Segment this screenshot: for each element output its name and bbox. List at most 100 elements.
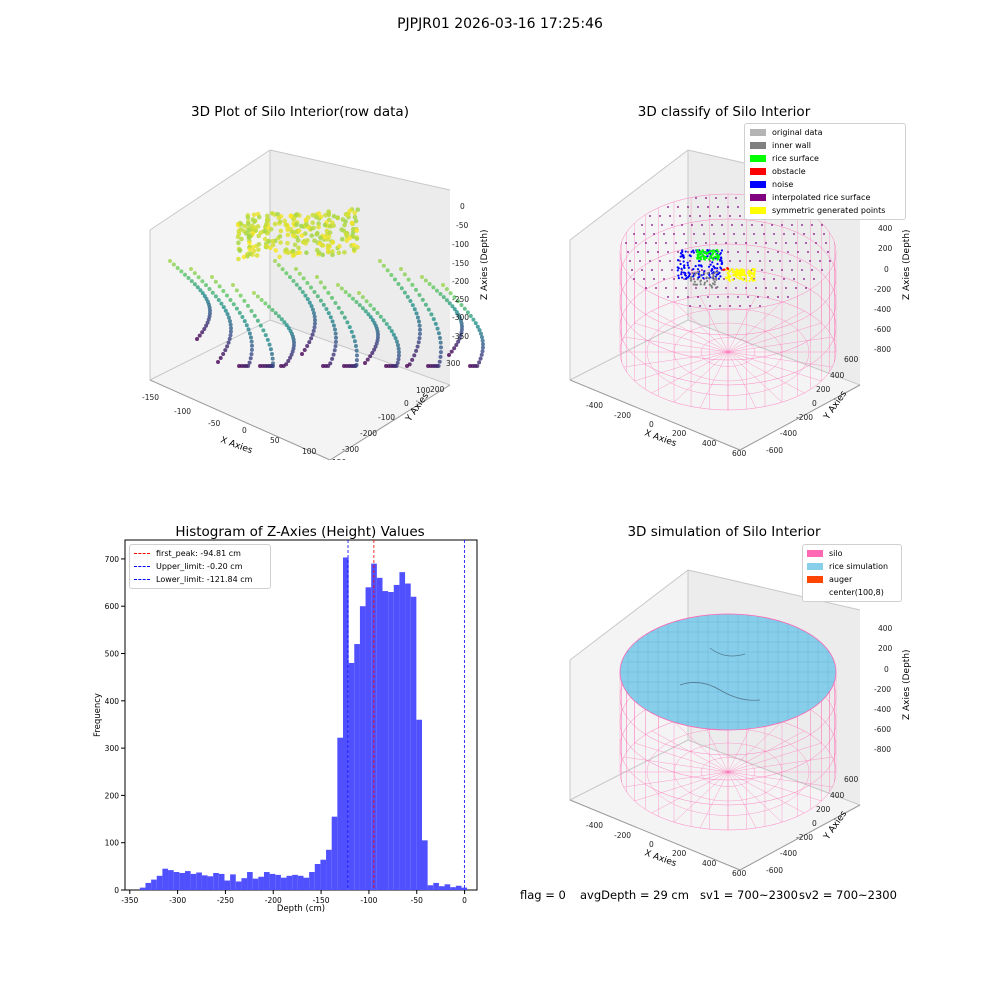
- histogram-bar: [292, 874, 298, 890]
- histogram-bar: [145, 882, 152, 890]
- avg-depth-text: avgDepth = 29 cm: [580, 888, 689, 902]
- histogram-bar: [309, 872, 315, 890]
- legend-label: original data: [772, 128, 823, 137]
- histogram-bar: [151, 879, 157, 890]
- classify-ztick: -200: [874, 285, 891, 294]
- classify-ytick: -200: [796, 413, 813, 422]
- histogram-bar: [376, 577, 383, 890]
- histogram-bar: [331, 816, 338, 890]
- simulation-ytick: 600: [844, 775, 859, 784]
- classify-xtick: 400: [702, 439, 717, 448]
- histogram-bar: [427, 885, 434, 890]
- flag-text: flag = 0: [520, 888, 566, 902]
- histogram-xtick-label: -350: [121, 896, 138, 905]
- raw-ztick: -150: [452, 259, 469, 268]
- legend-color-swatch: [750, 129, 766, 136]
- raw-xlabel: X Axies: [219, 435, 254, 456]
- histogram-ytick-label: 500: [105, 650, 120, 659]
- histogram-bar: [252, 878, 259, 890]
- raw-ztick: -50: [456, 221, 468, 230]
- classify-ztick: 0: [884, 265, 889, 274]
- legend-color-swatch: [750, 142, 766, 149]
- histogram-bar: [297, 875, 304, 890]
- histogram-bar: [184, 871, 191, 890]
- simulation-silo-wireframe: [619, 613, 837, 831]
- raw-ytick: 100: [416, 386, 431, 395]
- classify-ztick: -600: [874, 325, 891, 334]
- legend-label: rice simulation: [829, 562, 889, 571]
- legend-color-swatch: [750, 194, 766, 201]
- histogram-bar: [455, 885, 462, 890]
- classify-ytick: 200: [816, 385, 831, 394]
- histogram-bar: [314, 863, 321, 890]
- histogram-yticks: 0 100 200 300 400 500 600 700: [105, 555, 125, 895]
- histogram-bar: [173, 872, 180, 890]
- classify-ztick: 200: [878, 244, 893, 253]
- histogram-bar: [326, 849, 332, 890]
- raw-scatter-points: [168, 207, 485, 368]
- histogram-legend: first_peak: -94.81 cm Upper_limit: -0.20 …: [129, 544, 271, 589]
- raw-ztick: -250: [452, 295, 469, 304]
- classify-xtick: 0: [649, 420, 654, 429]
- raw-xtick: -150: [142, 393, 159, 402]
- simulation-ytick: -200: [796, 833, 813, 842]
- simulation-3d-plot[interactable]: -400 -200 0 200 400 600 600 400 200 0 -2…: [560, 550, 925, 880]
- classify-ytick: 600: [844, 355, 859, 364]
- classify-xtick: -200: [614, 411, 631, 420]
- legend-color-swatch: [750, 155, 766, 162]
- raw-xtick: 0: [242, 426, 247, 435]
- histogram-chart[interactable]: -350 -300 -250 -200 -150 -100 -50 0 0 100 200 300 4…: [80, 530, 490, 920]
- histogram-reference-lines: [347, 540, 465, 890]
- histogram-bar: [230, 874, 236, 890]
- classify-xtick: 600: [732, 449, 747, 458]
- simulation-ytick: 0: [812, 819, 817, 828]
- raw-panel-title: 3D Plot of Silo Interior(row data): [191, 104, 409, 120]
- legend-item: auger: [807, 573, 897, 586]
- legend-item: rice simulation: [807, 560, 897, 573]
- histogram-bar: [444, 884, 451, 890]
- histogram-bar: [422, 840, 428, 890]
- histogram-bar: [263, 872, 270, 890]
- histogram-legend-item: Upper_limit: -0.20 cm: [134, 560, 266, 573]
- raw-ztick: -300: [452, 313, 469, 322]
- legend-label: rice surface: [772, 154, 819, 163]
- raw-ytick: -300: [342, 445, 359, 454]
- histogram-bar: [382, 591, 389, 890]
- histogram-plot-area: [124, 539, 478, 891]
- raw-3d-plot[interactable]: -150 -100 -50 0 50 100 150 300 200 100 0…: [130, 130, 490, 460]
- histogram-xtick-label: 0: [462, 896, 467, 905]
- raw-xtick: -100: [174, 407, 191, 416]
- histogram-ytick-label: 700: [105, 555, 120, 564]
- simulation-ztick: -400: [874, 705, 891, 714]
- raw-ztick: -200: [452, 277, 469, 286]
- histogram-bar: [207, 876, 214, 890]
- legend-color-swatch: [750, 168, 766, 175]
- legend-item: interpolated rice surface: [750, 191, 900, 204]
- legend-color-swatch: [750, 207, 766, 214]
- histogram-bar: [258, 876, 264, 890]
- histogram-bar: [348, 662, 355, 890]
- legend-item: original data: [750, 126, 900, 139]
- simulation-xtick: -400: [586, 821, 603, 830]
- legend-item: center(100,8): [807, 586, 897, 599]
- raw-xtick: 100: [302, 447, 317, 456]
- histogram-bar: [365, 587, 372, 890]
- legend-label: silo: [829, 549, 843, 558]
- simulation-ztick: -200: [874, 685, 891, 694]
- raw-ytick: 300: [446, 359, 461, 368]
- histogram-bar: [303, 877, 310, 890]
- classify-ytick: -400: [780, 429, 797, 438]
- legend-label: interpolated rice surface: [772, 193, 871, 202]
- raw-zlabel: Z Axies (Depth): [480, 229, 490, 300]
- histogram-bar: [337, 737, 343, 890]
- classify-ytick: 0: [812, 399, 817, 408]
- histogram-bar: [156, 875, 163, 890]
- histogram-bar: [201, 875, 208, 890]
- histogram-bar: [280, 877, 287, 890]
- classify-panel-title: 3D classify of Silo Interior: [637, 104, 811, 120]
- sv2-text: sv2 = 700~2300: [799, 888, 897, 902]
- histogram-bar: [286, 875, 293, 890]
- histogram-title: Histogram of Z-Axies (Height) Values: [175, 524, 425, 540]
- histogram-xtick-label: -100: [360, 896, 377, 905]
- simulation-ztick: 0: [884, 665, 889, 674]
